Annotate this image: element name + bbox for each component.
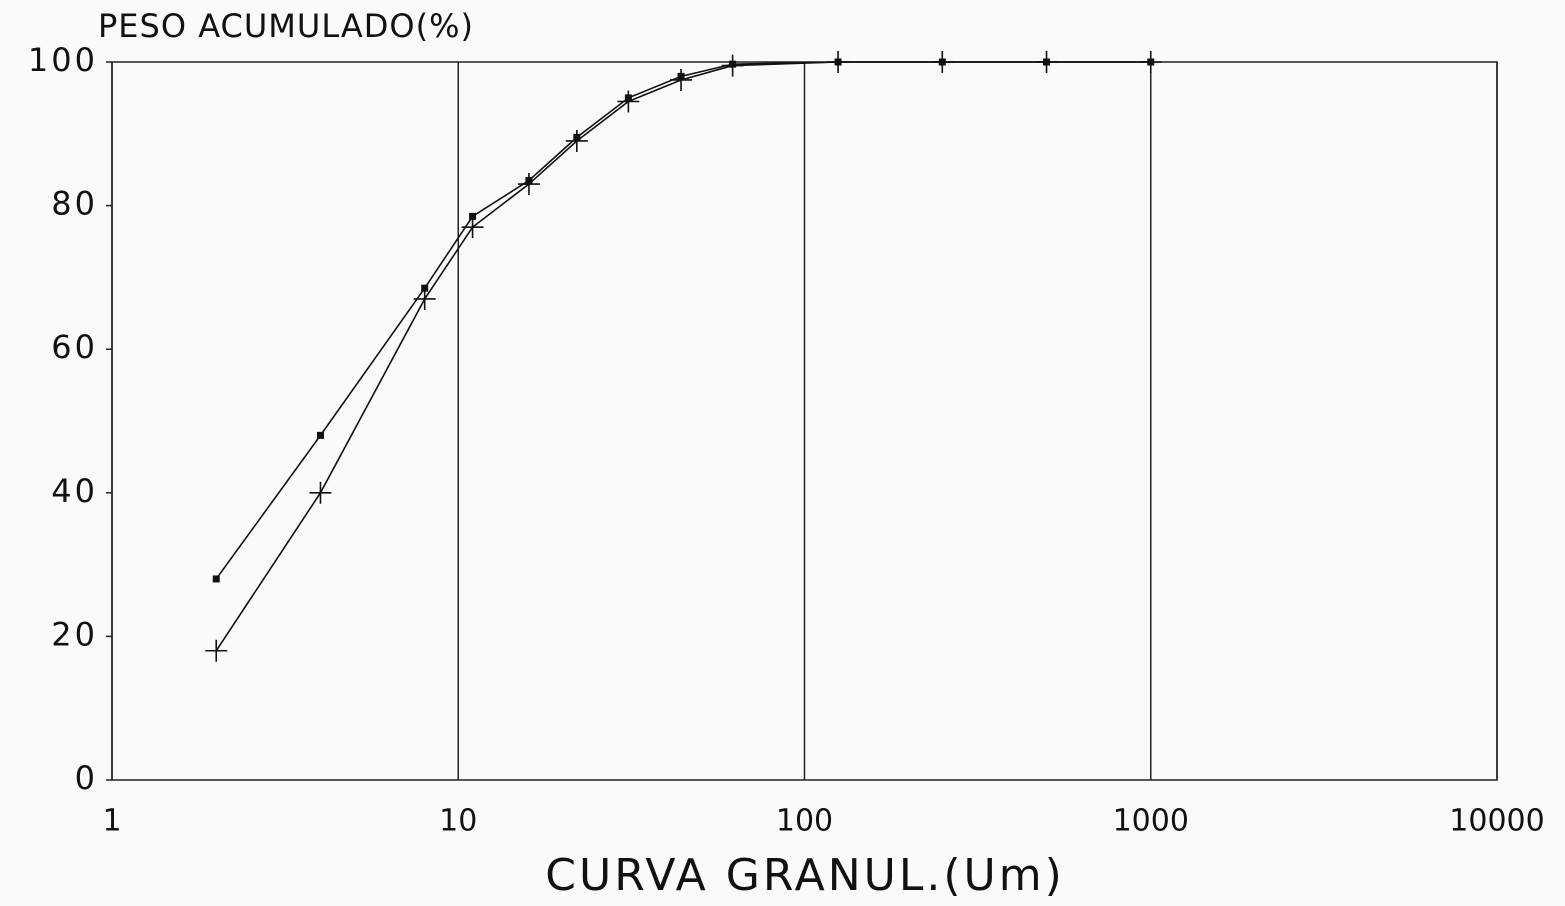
series-line [215, 61, 1151, 652]
y-tick-label: 40 [51, 472, 98, 510]
y-tick-label: 60 [51, 328, 98, 366]
data-point [461, 216, 484, 239]
y-tick-label: 100 [28, 41, 98, 79]
data-point [1035, 51, 1058, 73]
data-point [827, 51, 850, 73]
x-tick-label: 100 [776, 804, 833, 839]
data-point [309, 481, 332, 504]
data-point [1139, 51, 1162, 73]
data-point [517, 173, 540, 196]
x-tick-label: 1000 [1113, 804, 1189, 839]
data-point [316, 431, 324, 439]
y-axis-title: PESO ACUMULADO(%) [98, 7, 474, 45]
data-point [670, 68, 693, 91]
x-tick-label: 1 [102, 804, 121, 839]
data-point [413, 287, 436, 310]
x-tick-label: 10000 [1449, 804, 1544, 839]
data-point [617, 90, 640, 113]
series-line [215, 61, 1151, 580]
x-tick-label: 10 [439, 804, 477, 839]
data-point [212, 575, 220, 583]
data-point [205, 639, 228, 662]
data-point [931, 51, 954, 73]
y-tick-label: 0 [75, 759, 98, 797]
data-point [565, 129, 588, 152]
data-point [721, 54, 744, 77]
x-axis-title: CURVA GRANUL.(Um) [545, 850, 1064, 901]
y-tick-label: 80 [51, 185, 98, 223]
y-tick-label: 20 [51, 615, 98, 653]
